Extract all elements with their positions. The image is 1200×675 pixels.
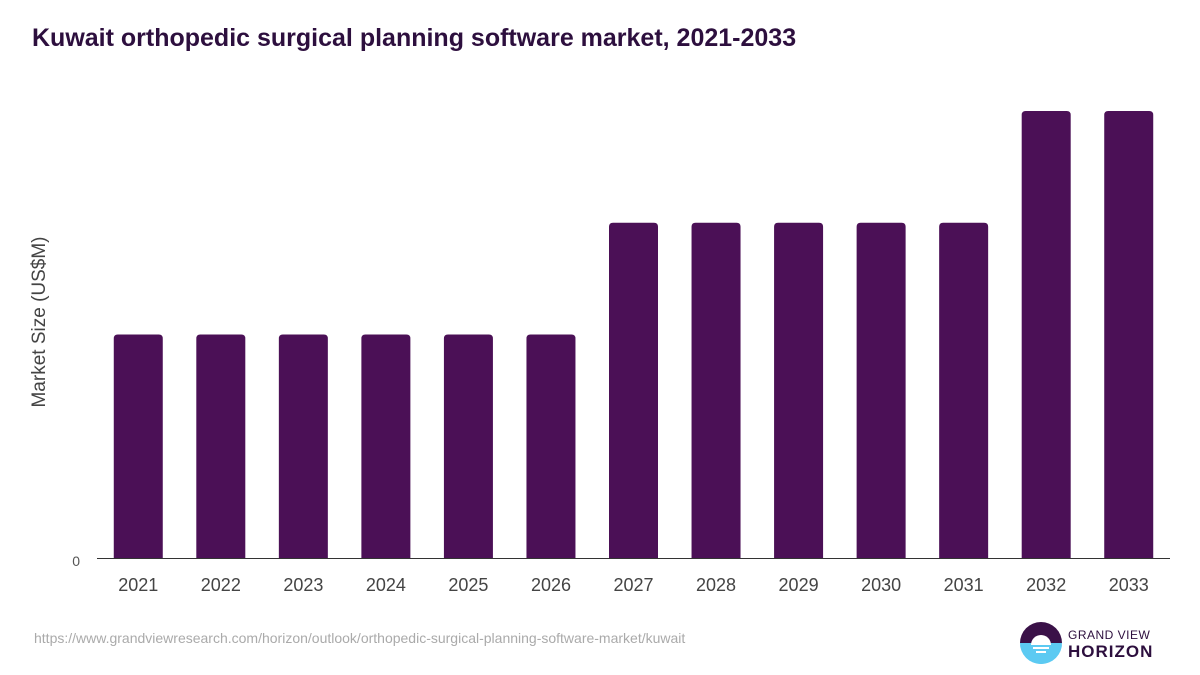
y-tick-label: 0 (72, 553, 80, 569)
bar-2028 (691, 222, 741, 558)
logo-line1: GRAND VIEW (1068, 628, 1151, 642)
bar-2021 (113, 334, 163, 558)
bar-2022 (196, 334, 246, 558)
bar-2033 (1104, 111, 1154, 558)
horizon-logo-icon (1020, 622, 1062, 664)
grand-view-horizon-logo: GRAND VIEW HORIZON (1020, 622, 1152, 671)
bar-2026 (526, 334, 576, 558)
bar-2031 (939, 222, 989, 558)
x-tick-label: 2021 (118, 575, 158, 595)
x-tick-label: 2033 (1109, 575, 1149, 595)
x-tick-label: 2029 (779, 575, 819, 595)
bar-2027 (609, 222, 658, 558)
chart-title: Kuwait orthopedic surgical planning soft… (32, 24, 797, 52)
x-tick-label: 2022 (201, 575, 241, 595)
x-tick-label: 2025 (448, 575, 488, 595)
bar-2023 (278, 334, 328, 558)
x-tick-label: 2027 (613, 575, 653, 595)
logo-line2: HORIZON (1068, 642, 1154, 661)
bar-2029 (774, 222, 824, 558)
bar-2025 (443, 334, 493, 558)
x-tick-label: 2026 (531, 575, 571, 595)
source-url: https://www.grandviewresearch.com/horizo… (34, 630, 686, 646)
x-tick-label: 2028 (696, 575, 736, 595)
x-tick-label: 2031 (944, 575, 984, 595)
bar-2030 (856, 222, 906, 558)
x-tick-label: 2032 (1026, 575, 1066, 595)
bar-2032 (1021, 111, 1071, 558)
x-tick-label: 2030 (861, 575, 901, 595)
x-tick-label: 2024 (366, 575, 406, 595)
bar-2024 (361, 334, 411, 558)
x-tick-label: 2023 (283, 575, 323, 595)
